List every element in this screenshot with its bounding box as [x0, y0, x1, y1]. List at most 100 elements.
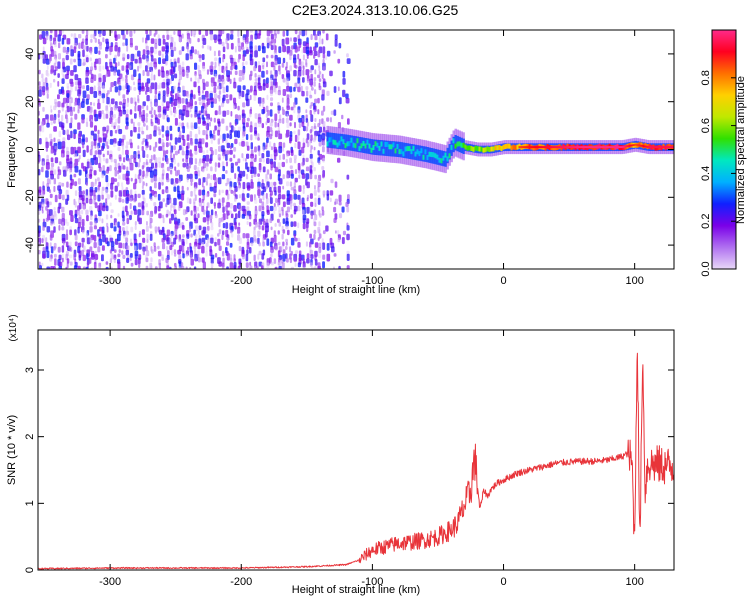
- heatmap-cell: [38, 249, 41, 255]
- heatmap-cell: [464, 144, 467, 150]
- heatmap-cell: [354, 143, 357, 149]
- heatmap-cell: [246, 193, 250, 198]
- heatmap-cell: [210, 222, 214, 228]
- heatmap-cell: [390, 144, 393, 150]
- heatmap-cell: [42, 90, 46, 96]
- heatmap-cell: [73, 173, 77, 178]
- heatmap-cell: [218, 245, 222, 251]
- heatmap-cell: [125, 149, 129, 156]
- heatmap-cell: [137, 65, 140, 72]
- colorbar-tick-label: 0.4: [700, 166, 712, 181]
- heatmap-cell: [53, 126, 57, 132]
- heatmap-cell: [169, 142, 172, 147]
- heatmap-cell: [105, 261, 109, 265]
- heatmap-cell: [157, 69, 161, 77]
- heatmap-cell: [514, 145, 517, 151]
- heatmap-cell: [510, 145, 513, 151]
- heatmap-cell: [101, 254, 104, 262]
- heatmap-cell: [266, 169, 270, 175]
- heatmap-cell: [568, 146, 571, 149]
- heatmap-cell: [226, 133, 229, 139]
- heatmap-cell: [290, 266, 294, 269]
- heatmap-cell: [78, 197, 81, 204]
- heatmap-cell: [624, 145, 627, 148]
- heatmap-cell: [74, 86, 78, 92]
- heatmap-cell: [402, 151, 405, 157]
- heatmap-cell: [85, 266, 89, 269]
- heatmap-cell: [145, 257, 149, 263]
- heatmap-cell: [142, 49, 146, 55]
- heatmap-cell: [257, 97, 262, 104]
- heatmap-cell: [102, 205, 106, 212]
- heatmap-cell: [326, 50, 331, 57]
- heatmap-cell: [82, 85, 85, 90]
- heatmap-cell: [138, 57, 142, 64]
- heatmap-cell: [122, 145, 124, 150]
- heatmap-cell: [317, 134, 322, 142]
- heatmap-cell: [125, 125, 129, 130]
- heatmap-cell: [81, 198, 85, 205]
- heatmap-cell: [113, 226, 117, 232]
- heatmap-cell: [221, 41, 225, 47]
- heatmap-cell: [170, 111, 173, 116]
- heatmap-cell: [274, 33, 277, 39]
- heatmap-cell: [122, 42, 125, 47]
- heatmap-cell: [54, 194, 58, 203]
- heatmap-cell: [337, 157, 341, 163]
- heatmap-cell: [326, 90, 330, 96]
- heatmap-cell: [73, 133, 76, 140]
- heatmap-cell: [90, 214, 93, 221]
- heatmap-cell: [94, 221, 97, 227]
- heatmap-cell: [198, 74, 202, 80]
- heatmap-cell: [254, 73, 257, 78]
- heatmap-cell: [154, 94, 157, 100]
- heatmap-cell: [66, 38, 71, 45]
- heatmap-cell: [282, 77, 286, 83]
- heatmap-cell: [97, 30, 102, 35]
- heatmap-cell: [202, 169, 205, 173]
- heatmap-cell: [97, 98, 100, 104]
- heatmap-cell: [321, 110, 324, 116]
- heatmap-cell: [201, 54, 205, 61]
- heatmap-cell: [210, 69, 213, 75]
- heatmap-cell: [274, 245, 278, 251]
- heatmap-cell: [145, 203, 148, 208]
- heatmap-cell: [318, 34, 321, 39]
- heatmap-cell: [317, 189, 321, 193]
- heatmap-cell: [274, 266, 278, 269]
- heatmap-cell: [344, 143, 347, 149]
- heatmap-cell: [185, 158, 189, 163]
- heatmap-cell: [666, 146, 669, 149]
- heatmap-cell: [536, 146, 539, 149]
- heatmap-cell: [69, 210, 73, 216]
- heatmap-cell: [198, 201, 202, 207]
- heatmap-cell: [141, 177, 144, 182]
- heatmap-cell: [313, 146, 316, 151]
- heatmap-cell: [126, 245, 130, 252]
- heatmap-cell: [225, 222, 229, 229]
- heatmap-cell: [340, 133, 343, 150]
- heatmap-cell: [173, 197, 177, 206]
- heatmap-cell: [317, 74, 321, 79]
- heatmap-cell: [262, 158, 265, 163]
- y-tick-label: 1: [24, 500, 36, 506]
- heatmap-cell: [314, 174, 317, 180]
- heatmap-cell: [41, 166, 44, 173]
- heatmap-cell: [185, 110, 190, 118]
- heatmap-cell: [174, 229, 178, 236]
- heatmap-cell: [386, 142, 389, 147]
- heatmap-cell: [294, 262, 297, 267]
- heatmap-cell: [221, 118, 225, 124]
- heatmap-cell: [145, 65, 148, 72]
- heatmap-cell: [218, 189, 221, 196]
- heatmap-cell: [249, 94, 252, 101]
- heatmap-cell: [53, 117, 56, 124]
- heatmap-cell: [157, 245, 160, 250]
- heatmap-cell: [309, 50, 313, 56]
- heatmap-cell: [178, 205, 181, 212]
- heatmap-cell: [630, 144, 633, 147]
- heatmap-cell: [146, 238, 149, 244]
- heatmap-cell: [125, 74, 128, 79]
- heatmap-cell: [328, 137, 331, 143]
